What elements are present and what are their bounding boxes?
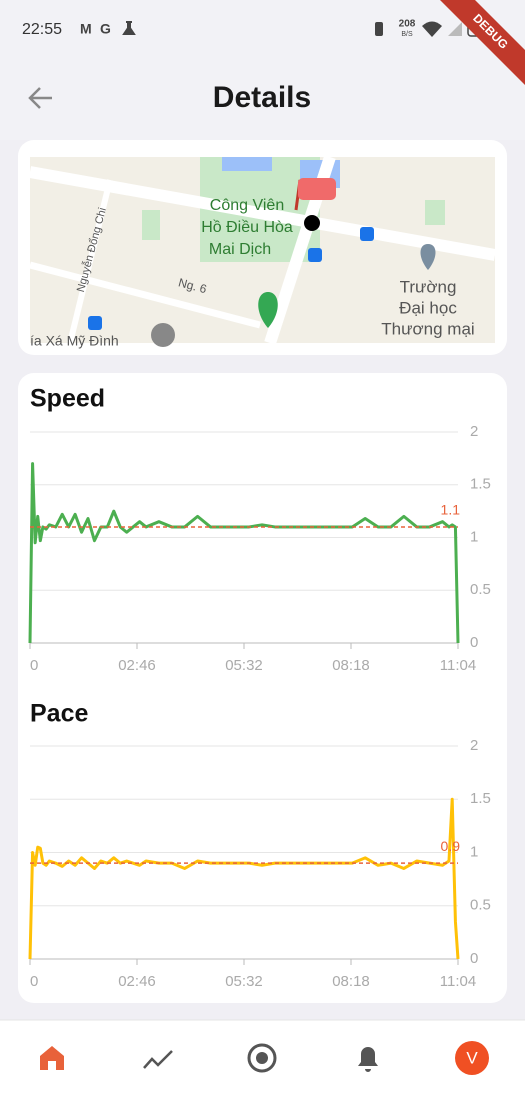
status-icon xyxy=(122,21,136,35)
net-unit: B/S xyxy=(401,31,413,38)
y-tick-label: 1.5 xyxy=(470,790,491,807)
nav-home[interactable] xyxy=(40,1046,64,1070)
chart-card xyxy=(18,373,507,1003)
green xyxy=(425,200,445,225)
lake xyxy=(222,157,272,171)
wifi-icon xyxy=(422,21,442,37)
bus-stop xyxy=(88,316,102,330)
x-tick-label: 02:46 xyxy=(118,657,156,674)
nav-record[interactable] xyxy=(247,1043,277,1073)
y-tick-label: 0 xyxy=(470,950,478,967)
y-tick-label: 1.5 xyxy=(470,476,491,493)
debug-ribbon xyxy=(440,0,525,85)
map-label: Hồ Điều Hòa xyxy=(201,219,293,236)
chart-title: Speed xyxy=(30,385,105,413)
x-tick-label: 0 xyxy=(30,973,38,990)
net-speed: 208 xyxy=(399,19,416,30)
x-tick-label: 02:46 xyxy=(118,973,156,990)
green xyxy=(142,210,160,240)
map-label: Thương mại xyxy=(381,319,474,338)
map-label: Trường xyxy=(400,277,457,296)
y-tick-label: 2 xyxy=(470,423,478,440)
map[interactable]: Công Viên Hồ Điều Hòa Mai Dịch Ng. 6 Ngu… xyxy=(28,155,497,349)
chart-title: Pace xyxy=(30,700,88,728)
signal-icon xyxy=(448,22,462,36)
x-tick-label: 0 xyxy=(30,657,38,674)
flag xyxy=(298,178,336,200)
nav-stats[interactable] xyxy=(143,1050,173,1069)
y-tick-label: 0.5 xyxy=(470,581,491,598)
status-icon: G xyxy=(100,21,111,37)
road xyxy=(67,179,113,344)
status-time: 22:55 xyxy=(22,21,62,38)
map-pin xyxy=(420,244,436,270)
status-icon: M xyxy=(80,21,92,37)
average-label: 1.1 xyxy=(441,502,461,518)
map-label: Đại học xyxy=(399,298,457,317)
nav-avatar[interactable] xyxy=(455,1041,489,1075)
header-title: Details xyxy=(213,81,311,114)
road xyxy=(29,261,261,329)
avatar-letter: V xyxy=(466,1048,478,1067)
bus-stop xyxy=(308,248,322,262)
map-label: ía Xá Mỹ Đình xyxy=(30,333,119,349)
map-label: Công Viên xyxy=(210,197,284,214)
back-button[interactable] xyxy=(28,87,52,109)
map-pin xyxy=(151,323,175,347)
nav-record-dot xyxy=(256,1052,268,1064)
y-tick-label: 2 xyxy=(470,737,478,754)
bus-stop xyxy=(360,227,374,241)
y-tick-label: 0 xyxy=(470,634,478,651)
map-pin xyxy=(258,292,278,328)
x-tick-label: 05:32 xyxy=(225,973,263,990)
x-tick-label: 11:04 xyxy=(440,973,476,990)
nav-notifications[interactable] xyxy=(358,1047,378,1072)
current-position xyxy=(304,215,320,231)
y-tick-label: 0.5 xyxy=(470,897,491,914)
x-tick-label: 05:32 xyxy=(225,657,263,674)
y-tick-label: 1 xyxy=(470,843,478,860)
x-tick-label: 08:18 xyxy=(332,973,370,990)
x-tick-label: 11:04 xyxy=(440,657,476,674)
map-label: Mai Dịch xyxy=(209,241,271,258)
y-tick-label: 1 xyxy=(470,528,478,545)
x-tick-label: 08:18 xyxy=(332,657,370,674)
average-label: 0.9 xyxy=(441,838,461,854)
vibrate-icon xyxy=(375,22,383,36)
top-bar xyxy=(0,0,525,140)
